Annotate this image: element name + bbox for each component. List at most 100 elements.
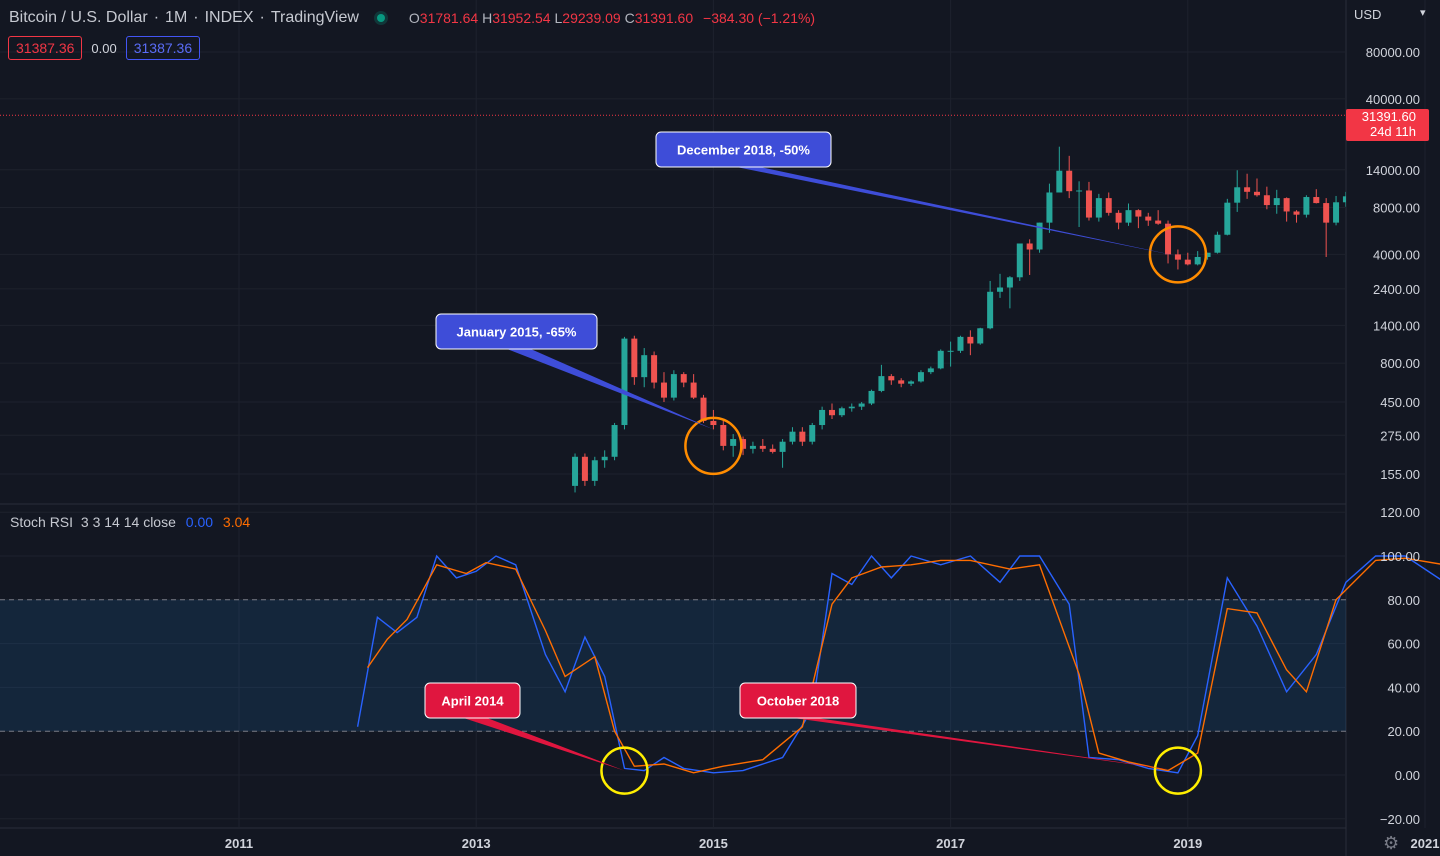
candle-body[interactable]: [670, 374, 677, 398]
candle-body[interactable]: [967, 336, 974, 344]
candle-body[interactable]: [720, 425, 727, 446]
indicator-name[interactable]: Stoch RSI: [10, 514, 74, 530]
candle-body[interactable]: [1105, 198, 1112, 213]
candle-body[interactable]: [1313, 197, 1320, 204]
candle-body[interactable]: [1323, 203, 1330, 223]
candle-body[interactable]: [1125, 210, 1132, 223]
candle-body[interactable]: [1353, 196, 1359, 198]
candle-body[interactable]: [759, 445, 766, 449]
candle-body[interactable]: [1342, 196, 1349, 203]
candle-body[interactable]: [977, 328, 984, 344]
candle-body[interactable]: [1234, 187, 1241, 203]
currency-selector[interactable]: USD: [1354, 7, 1382, 22]
chevron-down-icon[interactable]: ▾: [1420, 7, 1426, 19]
candle-body[interactable]: [730, 439, 737, 446]
candle-body[interactable]: [799, 431, 806, 442]
sell-price-button[interactable]: 31387.36: [8, 36, 83, 60]
candle-body[interactable]: [868, 390, 875, 404]
candle-body[interactable]: [680, 374, 687, 383]
candle-body[interactable]: [1085, 190, 1092, 218]
candle-body[interactable]: [829, 409, 835, 416]
candle-body[interactable]: [1066, 170, 1073, 192]
candle-body[interactable]: [1046, 192, 1053, 223]
callout-april-2014-box[interactable]: [424, 682, 521, 719]
candle-body[interactable]: [947, 350, 954, 352]
candle-body[interactable]: [1303, 197, 1310, 215]
candle-body[interactable]: [1283, 198, 1290, 212]
candle-body[interactable]: [789, 431, 796, 442]
candle-body[interactable]: [1165, 223, 1172, 255]
symbol-name[interactable]: Bitcoin / U.S. Dollar: [9, 9, 148, 26]
candle-body[interactable]: [749, 445, 756, 449]
callout-january-2015-box[interactable]: [435, 313, 598, 350]
buy-price-button[interactable]: 31387.36: [125, 36, 201, 60]
candle-body[interactable]: [769, 448, 776, 452]
candle-body[interactable]: [611, 425, 618, 457]
candle-body[interactable]: [651, 355, 658, 383]
candle-body[interactable]: [621, 338, 628, 426]
candle-body[interactable]: [1036, 222, 1043, 250]
candle-body[interactable]: [819, 409, 826, 426]
callout-october-2018-box[interactable]: [739, 682, 857, 719]
candle-body[interactable]: [1253, 191, 1260, 196]
candle-body[interactable]: [1095, 198, 1102, 218]
candle-body[interactable]: [838, 408, 845, 416]
candle-body[interactable]: [581, 456, 588, 481]
candle-body[interactable]: [987, 291, 994, 329]
candle-body[interactable]: [690, 382, 697, 398]
interval-label[interactable]: 1M: [165, 9, 188, 26]
candle-body[interactable]: [572, 456, 579, 486]
candle-body[interactable]: [1145, 216, 1152, 221]
gear-icon[interactable]: ⚙: [1383, 833, 1400, 853]
candle-body[interactable]: [631, 338, 638, 378]
candle-body[interactable]: [1273, 198, 1280, 206]
candle-body[interactable]: [1224, 202, 1231, 235]
close-label: C: [624, 10, 635, 26]
candle-body[interactable]: [1432, 91, 1438, 112]
candle-body[interactable]: [1184, 259, 1191, 265]
candle-body[interactable]: [660, 382, 667, 398]
candle-body[interactable]: [1194, 256, 1201, 265]
candle-body[interactable]: [1026, 243, 1033, 250]
candle-body[interactable]: [908, 381, 915, 384]
candle-body[interactable]: [601, 456, 608, 461]
candle-body[interactable]: [1244, 187, 1251, 192]
candle-body[interactable]: [1076, 190, 1083, 192]
candle-body[interactable]: [1006, 277, 1013, 288]
candle-body[interactable]: [1204, 252, 1211, 257]
candle-body[interactable]: [710, 420, 717, 426]
candle-body[interactable]: [878, 376, 885, 391]
callout-december-2018-box[interactable]: [655, 131, 832, 168]
candle-body[interactable]: [1363, 184, 1369, 199]
candle-body[interactable]: [997, 287, 1004, 292]
candle-body[interactable]: [591, 460, 598, 481]
candle-body[interactable]: [898, 380, 905, 384]
candle-body[interactable]: [809, 425, 816, 442]
candle-body[interactable]: [1135, 210, 1142, 217]
candle-body[interactable]: [858, 403, 865, 407]
candle-body[interactable]: [1016, 243, 1023, 278]
candle-body[interactable]: [1263, 195, 1270, 206]
candle-body[interactable]: [1056, 170, 1063, 193]
candle-body[interactable]: [937, 350, 944, 369]
candle-body[interactable]: [848, 406, 855, 409]
candle-body[interactable]: [917, 372, 924, 382]
candle-body[interactable]: [641, 355, 648, 378]
market-status-icon[interactable]: [376, 14, 385, 22]
candle-body[interactable]: [1115, 212, 1122, 223]
candle-body[interactable]: [700, 397, 707, 421]
candle-body[interactable]: [957, 336, 964, 351]
candle-body[interactable]: [1373, 182, 1379, 184]
candle-body[interactable]: [1155, 220, 1162, 224]
candle-body[interactable]: [888, 376, 895, 381]
candle-body[interactable]: [927, 368, 934, 373]
candle-body[interactable]: [1174, 254, 1181, 260]
candle-body[interactable]: [1214, 234, 1221, 253]
candle-body[interactable]: [740, 439, 747, 449]
candle-body[interactable]: [779, 441, 786, 452]
candle-body[interactable]: [1382, 182, 1388, 187]
candle-body[interactable]: [1293, 211, 1300, 215]
stoch-k-line: [356, 554, 1440, 774]
candle-body[interactable]: [1333, 202, 1340, 223]
